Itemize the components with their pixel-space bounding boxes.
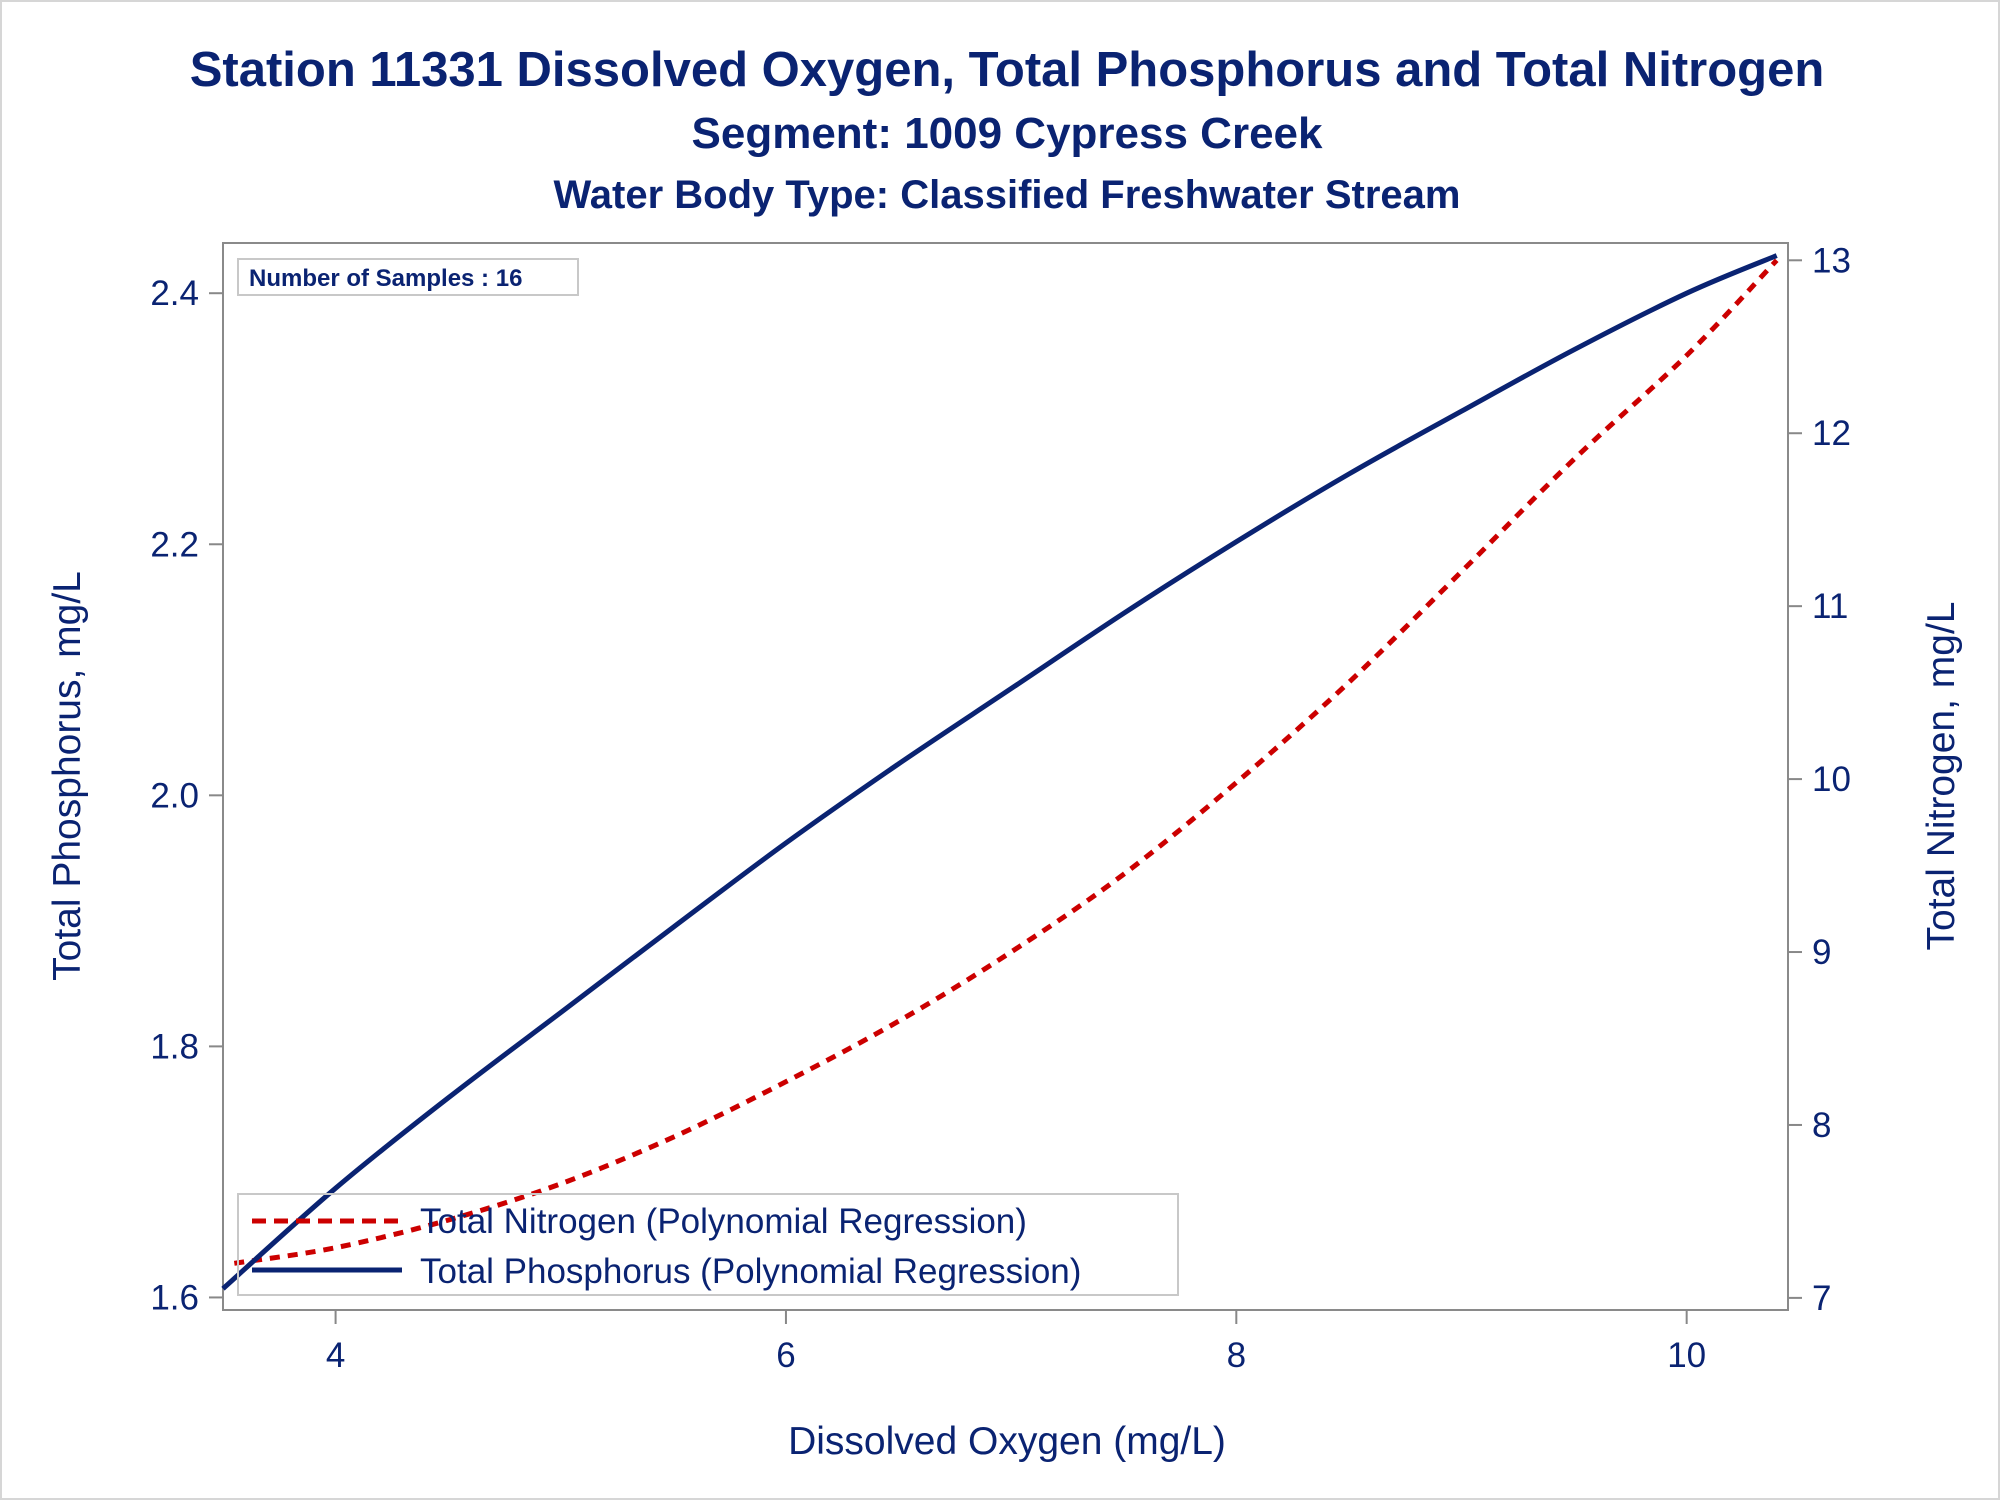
y-tick-label: 1.6 bbox=[150, 1278, 199, 1317]
legend: Total Nitrogen (Polynomial Regression) T… bbox=[237, 1193, 1179, 1296]
x-tick-label: 4 bbox=[326, 1336, 345, 1375]
y2-tick-label: 7 bbox=[1812, 1279, 1831, 1318]
samples-inset: Number of Samples : 16 bbox=[237, 258, 579, 296]
chart-subtitle-segment: Segment: 1009 Cypress Creek bbox=[692, 109, 1324, 158]
y2-tick-label: 12 bbox=[1812, 414, 1851, 453]
y2-tick-label: 8 bbox=[1812, 1106, 1831, 1145]
x-tick-label: 10 bbox=[1667, 1336, 1706, 1375]
y-tick-label: 1.8 bbox=[150, 1027, 199, 1066]
legend-box bbox=[237, 1193, 1179, 1296]
legend-label-phosphorus: Total Phosphorus (Polynomial Regression) bbox=[420, 1252, 1081, 1291]
y-tick-label: 2.4 bbox=[150, 274, 199, 313]
y2-tick-label: 9 bbox=[1812, 933, 1831, 972]
y-axis-left: 1.6 1.8 2.0 2.2 2.4 bbox=[150, 274, 223, 1317]
chart-subtitle-water-body: Water Body Type: Classified Freshwater S… bbox=[554, 173, 1461, 217]
y-axis-label: Total Phosphorus, mg/L bbox=[46, 571, 89, 981]
y-tick-label: 2.0 bbox=[150, 776, 199, 815]
y2-tick-label: 10 bbox=[1812, 760, 1851, 799]
plot-area bbox=[222, 242, 1789, 1311]
chart-title: Station 11331 Dissolved Oxygen, Total Ph… bbox=[190, 43, 1825, 97]
y2-tick-label: 11 bbox=[1812, 587, 1848, 626]
series-line-total-nitrogen bbox=[233, 258, 1779, 1266]
x-axis-label: Dissolved Oxygen (mg/L) bbox=[788, 1420, 1226, 1463]
y2-axis-label: Total Nitrogen, mg/L bbox=[1920, 601, 1963, 950]
x-axis: 4 6 8 10 bbox=[326, 1310, 1706, 1375]
samples-inset-box bbox=[237, 258, 579, 296]
y-tick-label: 2.2 bbox=[150, 525, 199, 564]
y2-tick-label: 13 bbox=[1812, 241, 1851, 280]
series-layer bbox=[221, 253, 1779, 1291]
samples-inset-text: Number of Samples : 16 bbox=[249, 265, 522, 292]
series-line-total-phosphorus bbox=[221, 253, 1778, 1291]
x-tick-label: 8 bbox=[1227, 1336, 1246, 1375]
y-axis-right: 7 8 9 10 11 12 13 bbox=[1788, 241, 1851, 1318]
x-tick-label: 6 bbox=[776, 1336, 795, 1375]
legend-label-nitrogen: Total Nitrogen (Polynomial Regression) bbox=[420, 1202, 1027, 1241]
